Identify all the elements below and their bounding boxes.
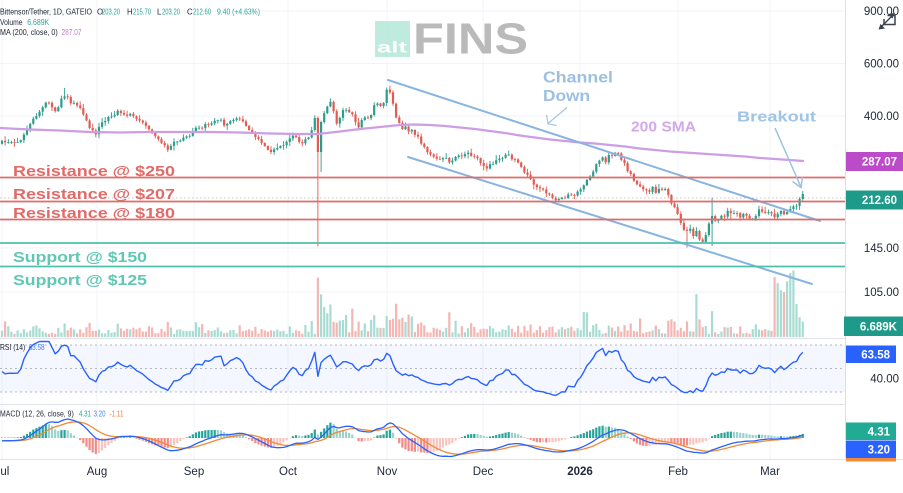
svg-text:Resistance @ $250: Resistance @ $250 (13, 163, 175, 180)
svg-text:Oct: Oct (279, 466, 298, 478)
svg-text:Jul: Jul (0, 466, 9, 478)
svg-text:Channel: Channel (543, 70, 613, 87)
svg-text:alt: alt (377, 40, 407, 57)
svg-text:RSI (14): RSI (14) (0, 343, 26, 352)
svg-text:63.58: 63.58 (861, 349, 890, 361)
svg-text:4.31: 4.31 (79, 410, 91, 419)
svg-text:2026: 2026 (567, 466, 593, 478)
svg-text:Aug: Aug (87, 466, 107, 478)
svg-text:287.07: 287.07 (62, 28, 82, 37)
svg-text:Support @ $125: Support @ $125 (13, 272, 147, 289)
svg-text:40.00: 40.00 (870, 374, 899, 386)
svg-text:MA (200, close, 0): MA (200, close, 0) (0, 28, 58, 37)
svg-text:200 SMA: 200 SMA (631, 119, 696, 136)
svg-text:Mar: Mar (760, 466, 780, 478)
svg-text:4.31: 4.31 (868, 426, 891, 438)
svg-text:203.20: 203.20 (102, 8, 120, 17)
svg-text:Resistance @ $180: Resistance @ $180 (13, 205, 175, 222)
svg-text:Feb: Feb (668, 466, 688, 478)
svg-text:H: H (127, 8, 133, 17)
svg-text:Dec: Dec (473, 466, 494, 478)
svg-text:Bittensor/Tether, 1D, GATEIO: Bittensor/Tether, 1D, GATEIO (0, 8, 92, 17)
svg-text:MACD (12, 26, close, 9): MACD (12, 26, close, 9) (0, 410, 74, 419)
svg-text:Nov: Nov (377, 466, 398, 478)
svg-text:9.40 (+4.63%): 9.40 (+4.63%) (217, 8, 260, 17)
svg-text:Breakout: Breakout (737, 109, 816, 126)
svg-text:Sep: Sep (184, 466, 204, 478)
svg-text:3.20: 3.20 (868, 444, 890, 456)
svg-text:600.00: 600.00 (864, 59, 899, 71)
svg-text:Volume: Volume (0, 18, 23, 27)
svg-text:105.00: 105.00 (864, 287, 899, 299)
svg-text:3.20: 3.20 (94, 410, 107, 419)
svg-text:145.00: 145.00 (864, 243, 899, 255)
svg-text:Down: Down (543, 88, 590, 105)
svg-text:6.689K: 6.689K (860, 321, 898, 333)
svg-text:Support @ $150: Support @ $150 (13, 249, 147, 266)
svg-text:215.70: 215.70 (133, 8, 151, 17)
svg-text:203.20: 203.20 (162, 8, 180, 17)
svg-text:212.60: 212.60 (862, 195, 897, 207)
svg-text:400.00: 400.00 (864, 111, 899, 123)
svg-text:Resistance @ $207: Resistance @ $207 (13, 186, 175, 203)
svg-text:6.689K: 6.689K (27, 18, 50, 27)
svg-text:-1.11: -1.11 (110, 410, 124, 419)
svg-text:287.07: 287.07 (862, 157, 897, 169)
svg-text:212.60: 212.60 (193, 8, 211, 17)
svg-text:FINS: FINS (413, 15, 528, 64)
